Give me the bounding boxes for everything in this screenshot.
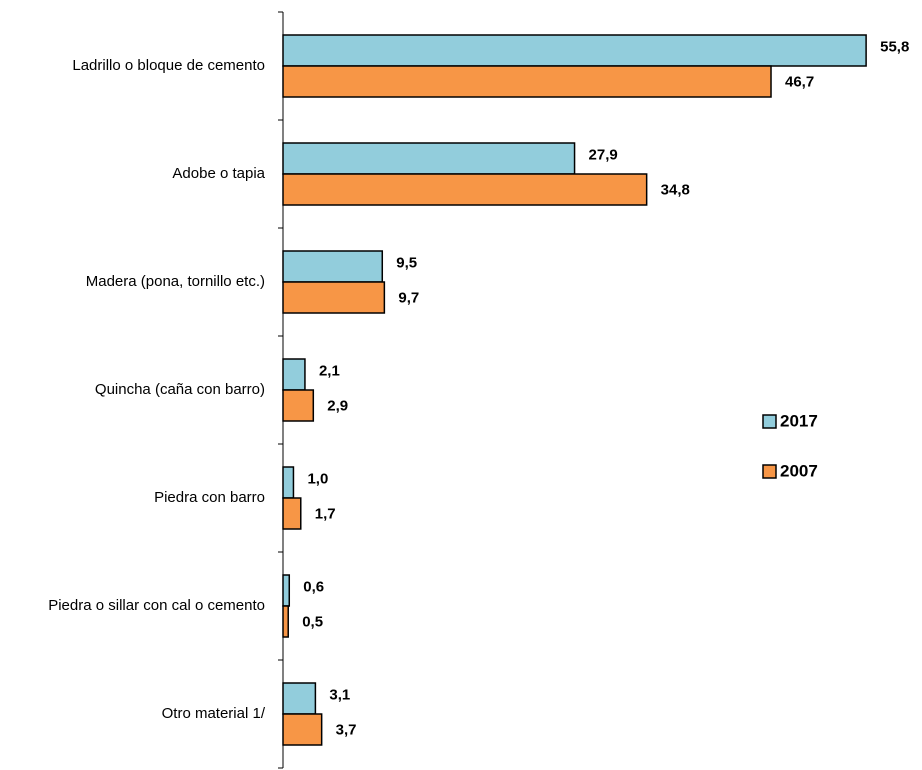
- bar: [282, 173, 648, 206]
- bar: [282, 250, 384, 283]
- category-label: Madera (pona, tornillo etc.): [86, 273, 265, 290]
- value-label: 9,7: [398, 289, 419, 306]
- bar: [282, 281, 386, 314]
- value-label: 9,5: [396, 254, 417, 271]
- bar: [282, 605, 289, 638]
- value-label: 3,7: [336, 721, 357, 738]
- value-label: 0,5: [302, 613, 323, 630]
- legend-swatch: [762, 464, 777, 479]
- bar: [282, 34, 867, 67]
- value-label: 2,9: [327, 397, 348, 414]
- bar: [282, 574, 291, 607]
- legend-label: 2017: [780, 411, 818, 430]
- value-label: 1,0: [307, 470, 328, 487]
- value-label: 0,6: [303, 578, 324, 595]
- bar: [282, 389, 315, 422]
- category-label: Piedra con barro: [154, 489, 265, 506]
- value-label: 2,1: [319, 362, 340, 379]
- category-label: Otro material 1/: [162, 705, 266, 722]
- value-label: 34,8: [661, 181, 690, 198]
- bar: [282, 713, 323, 746]
- value-label: 46,7: [785, 73, 814, 90]
- value-label: 27,9: [589, 146, 618, 163]
- category-label: Ladrillo o bloque de cemento: [72, 57, 265, 74]
- legend-label: 2007: [780, 461, 818, 480]
- category-label: Piedra o sillar con cal o cemento: [48, 597, 265, 614]
- category-label: Adobe o tapia: [172, 165, 265, 182]
- bar: [282, 142, 576, 175]
- value-label: 1,7: [315, 505, 336, 522]
- bar: [282, 358, 306, 391]
- bar: [282, 65, 772, 98]
- legend-swatch: [762, 414, 777, 429]
- category-label: Quincha (caña con barro): [95, 381, 265, 398]
- bar: [282, 682, 317, 715]
- bar: [282, 497, 302, 530]
- value-label: 55,8: [880, 38, 909, 55]
- value-label: 3,1: [329, 686, 350, 703]
- bar: [282, 466, 295, 499]
